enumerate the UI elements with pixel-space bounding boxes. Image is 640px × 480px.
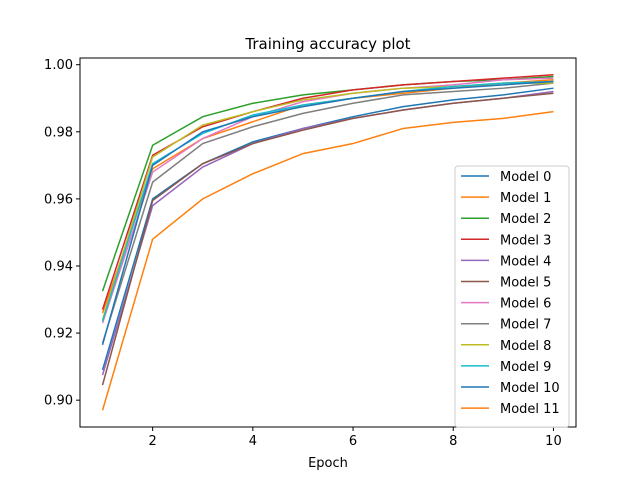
legend-label: Model 10 xyxy=(500,381,560,396)
series-line-model-7 xyxy=(101,82,554,344)
x-tick-label: 6 xyxy=(349,434,357,449)
y-tick-label: 1.00 xyxy=(44,58,73,73)
axes: 2 4 6 8 10 0.90 0.92 0.94 0.96 0.98 1.00 xyxy=(44,57,577,449)
x-tick-label: 8 xyxy=(449,434,457,449)
y-tick-label: 0.98 xyxy=(44,125,73,140)
x-tick-label: 4 xyxy=(249,434,257,449)
plot-frame xyxy=(79,57,577,428)
legend-box xyxy=(454,165,570,428)
y-tick-label: 0.92 xyxy=(44,327,73,342)
legend-label: Model 2 xyxy=(500,212,551,227)
legend-label: Model 0 xyxy=(500,170,551,185)
series-lines xyxy=(101,74,554,411)
series-line-model-6 xyxy=(101,77,554,324)
x-tick-label: 2 xyxy=(149,434,157,449)
y-tick-label: 0.94 xyxy=(44,259,73,274)
series-line-model-10 xyxy=(101,80,554,346)
x-axis-label: Epoch xyxy=(308,456,348,471)
legend-label: Model 3 xyxy=(500,233,551,248)
legend-label: Model 1 xyxy=(500,191,551,206)
chart-title: Training accuracy plot xyxy=(244,35,410,53)
legend-label: Model 6 xyxy=(500,297,551,312)
legend-label: Model 8 xyxy=(500,339,551,354)
legend-label: Model 9 xyxy=(500,360,551,375)
legend-label: Model 7 xyxy=(500,318,551,333)
y-tick-label: 0.90 xyxy=(44,394,73,409)
legend-label: Model 11 xyxy=(500,402,560,417)
series-line-model-11 xyxy=(101,110,554,411)
x-tick-label: 10 xyxy=(545,434,562,449)
legend: Model 0 Model 1 Model 2 Model 3 Model 4 Model… xyxy=(454,165,570,428)
y-tick-label: 0.96 xyxy=(44,192,73,207)
series-line-model-5 xyxy=(101,92,554,386)
series-line-model-2 xyxy=(101,75,554,292)
legend-label: Model 5 xyxy=(500,276,551,291)
legend-label: Model 4 xyxy=(500,254,551,269)
